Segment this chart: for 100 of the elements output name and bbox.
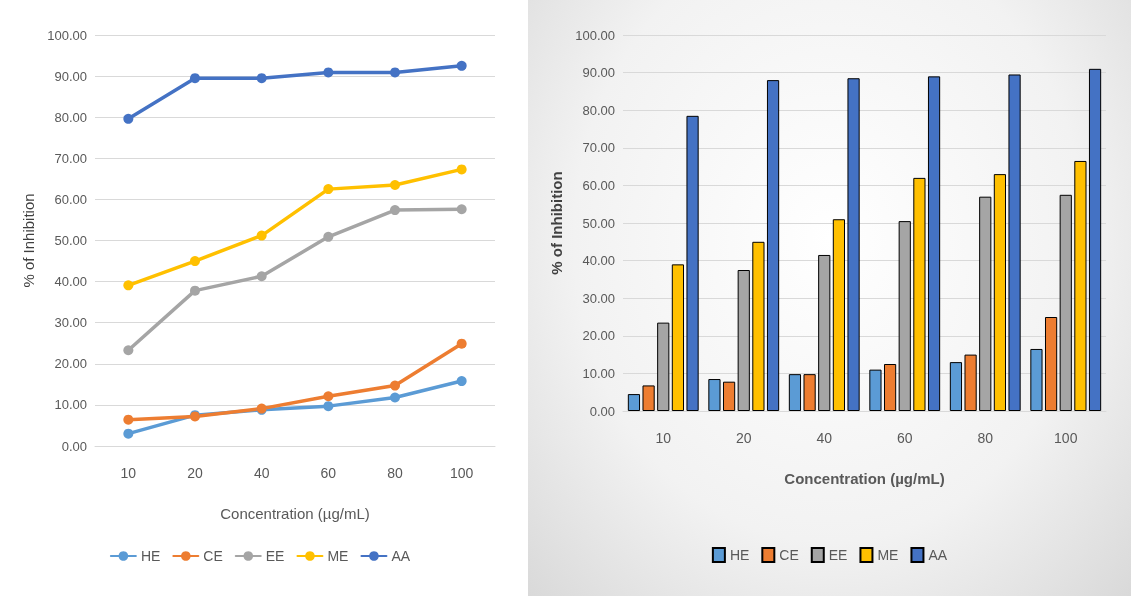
y-tick-label: 0.00 (589, 403, 615, 419)
x-tick-label: 60 (896, 430, 913, 446)
point (190, 256, 200, 267)
point (323, 391, 334, 402)
x-tick-label: 20 (187, 465, 203, 481)
point (123, 414, 134, 425)
bar (766, 80, 780, 411)
y-tick-label: 50.00 (582, 215, 615, 231)
bar (752, 241, 765, 411)
x-tick-label: 80 (977, 430, 994, 446)
bar (883, 364, 897, 411)
bar (913, 177, 926, 411)
bar (722, 381, 736, 411)
point (456, 60, 467, 71)
legend-label: ME (877, 547, 899, 563)
bar (803, 374, 816, 411)
point (123, 280, 134, 291)
y-tick-label: 80.00 (582, 102, 615, 118)
y-tick-label: 100.00 (575, 27, 615, 43)
bar (1088, 68, 1102, 411)
point (390, 205, 400, 216)
y-tick-label: 50.00 (54, 233, 87, 248)
y-tick-label: 100.00 (47, 27, 87, 43)
x-tick-label: 40 (816, 430, 833, 446)
bar (1074, 160, 1087, 411)
bar (927, 76, 941, 411)
y-tick-label: 20.00 (582, 328, 615, 344)
bar (832, 219, 846, 411)
bar (686, 115, 699, 411)
y-tick-label: 30.00 (54, 315, 87, 331)
y-tick-label: 40.00 (582, 253, 615, 269)
bar (964, 354, 977, 411)
point (123, 113, 134, 124)
point (190, 285, 200, 296)
y-tick-label: 0.00 (61, 438, 87, 454)
bar (979, 196, 992, 411)
point (456, 204, 467, 215)
x-axis-title: Concentration (µg/mL) (784, 470, 945, 487)
bar (642, 385, 655, 411)
point (323, 401, 334, 412)
legend-label: AA (391, 548, 411, 564)
point (456, 376, 467, 387)
legend-label: CE (203, 548, 223, 564)
x-tick-label: 10 (655, 430, 672, 446)
point (456, 164, 467, 175)
bar (847, 78, 860, 411)
bar (869, 369, 882, 411)
point (390, 392, 400, 403)
point (256, 73, 267, 84)
bar (1044, 317, 1058, 411)
bar (788, 374, 802, 411)
legend-label: AA (928, 547, 948, 563)
point (390, 380, 400, 391)
y-tick-label: 60.00 (582, 177, 615, 193)
x-tick-label: 80 (387, 465, 403, 481)
bar (671, 264, 685, 411)
y-axis-title: % of Inhibition (20, 193, 38, 288)
y-tick-label: 90.00 (582, 65, 615, 81)
y-tick-label: 10.00 (582, 365, 615, 381)
x-tick-label: 40 (253, 465, 270, 481)
point (323, 184, 334, 195)
y-tick-label: 20.00 (54, 356, 87, 372)
legend-label: EE (265, 548, 285, 564)
legend-label: HE (729, 547, 750, 563)
point (390, 67, 400, 78)
bar (993, 174, 1007, 411)
y-tick-label: 90.00 (54, 68, 87, 84)
y-tick-label: 30.00 (582, 290, 615, 306)
point (256, 271, 267, 282)
point (123, 345, 134, 356)
bar (898, 221, 911, 411)
legend-label: ME (327, 548, 349, 564)
bar (1030, 348, 1043, 411)
bar (708, 379, 721, 411)
point (123, 428, 134, 439)
bar (657, 322, 670, 411)
bar (1059, 194, 1072, 411)
y-tick-label: 60.00 (54, 191, 87, 207)
y-axis-title: % of Inhibition (548, 171, 566, 275)
point (456, 338, 467, 349)
legend-label: HE (140, 548, 161, 564)
y-tick-label: 70.00 (54, 150, 87, 166)
x-tick-label: 60 (320, 465, 337, 481)
point (256, 230, 267, 241)
y-tick-label: 40.00 (54, 274, 87, 290)
y-tick-label: 10.00 (54, 397, 87, 413)
x-tick-label: 100 (449, 465, 474, 481)
point (323, 231, 334, 242)
point (190, 73, 200, 84)
x-tick-label: 100 (1054, 430, 1078, 446)
bar (949, 362, 963, 411)
point (390, 180, 400, 191)
bar (1008, 74, 1021, 411)
bar (737, 270, 750, 411)
y-tick-label: 80.00 (54, 109, 87, 125)
legend-label: CE (779, 547, 799, 563)
x-tick-label: 20 (735, 430, 752, 446)
legend-label: EE (828, 547, 848, 563)
x-axis-title: Concentration (µg/mL) (220, 505, 370, 522)
point (323, 67, 334, 78)
